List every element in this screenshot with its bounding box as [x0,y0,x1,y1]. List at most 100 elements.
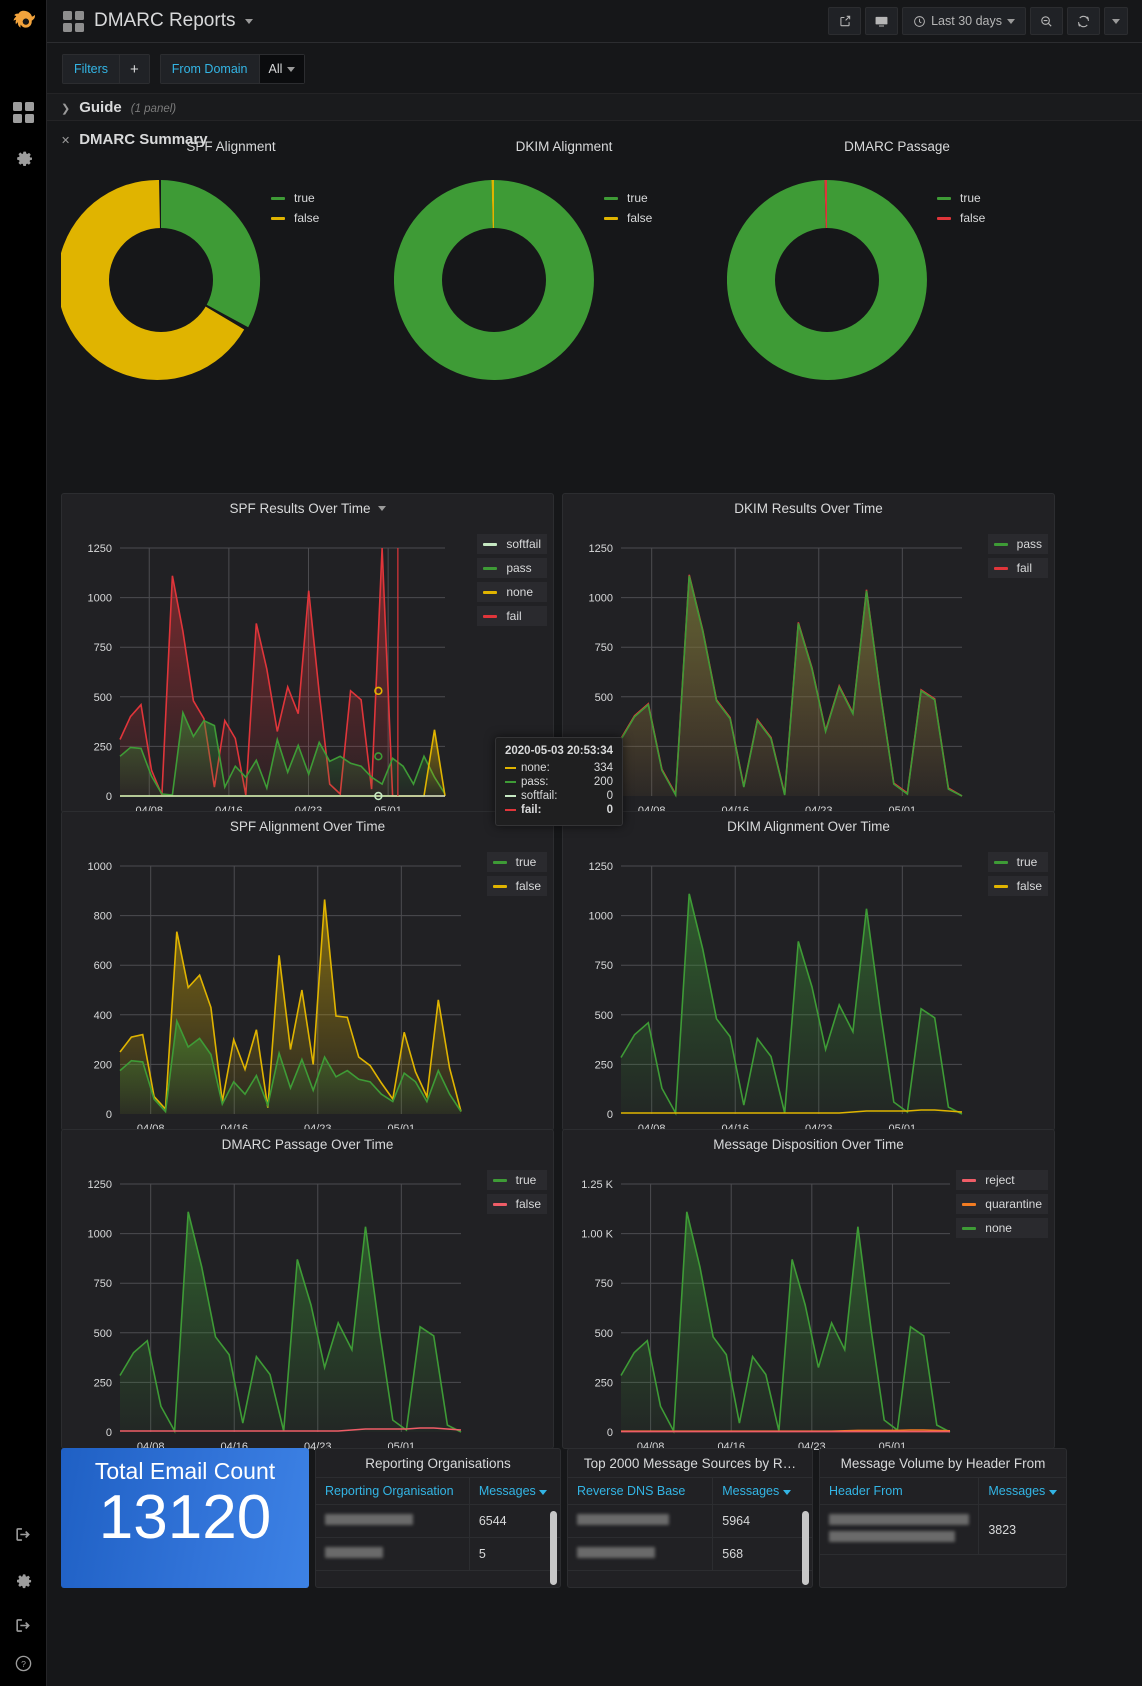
legend-item[interactable]: none [956,1218,1048,1238]
panel-title-text: DMARC Passage Over Time [221,1137,394,1152]
table-row[interactable]: 5 [316,1537,560,1571]
legend-label: pass [506,561,532,575]
column-header-messages[interactable]: Messages [978,1477,1066,1505]
signin-icon [16,1527,30,1541]
series-line-false [621,1109,963,1114]
legend-label: false [515,879,541,893]
chevron-down-icon [1112,18,1120,24]
from-domain-variable[interactable]: From Domain All [159,54,306,84]
table-row[interactable]: 568 [568,1537,812,1571]
grafana-logo-icon[interactable] [0,0,47,44]
y-axis-tick-label: 1.25 K [581,1179,613,1191]
refresh-button[interactable] [1067,7,1100,35]
legend-item[interactable]: true [598,188,658,208]
sidebar-item-signin[interactable] [0,1511,47,1557]
zoom-out-button[interactable] [1030,7,1063,35]
series-area-true [120,1021,461,1114]
legend-item[interactable]: true [931,188,991,208]
legend-item[interactable]: false [931,208,991,228]
y-axis-tick-label: 600 [94,960,112,972]
y-axis-tick-label: 250 [94,1377,112,1389]
panel-spf-alignment: SPF Alignment true false [61,139,401,399]
legend-item[interactable]: true [987,852,1048,872]
legend-item[interactable]: pass [987,534,1048,554]
series-area-pass [120,712,445,796]
legend-item[interactable]: none [477,582,547,602]
table-scrollbar[interactable] [802,1511,809,1585]
y-axis-tick-label: 200 [94,1059,112,1071]
legend-item[interactable]: pass [477,558,547,578]
legend-item[interactable]: quarantine [956,1194,1048,1214]
column-header-header-from[interactable]: Header From [820,1477,979,1505]
legend-item[interactable]: true [486,1170,547,1190]
filters-variable[interactable]: Filters + [62,54,150,84]
dkim-alignment-donut [394,179,594,380]
table-row[interactable]: 5964 [568,1504,812,1538]
panel-total-email-count[interactable]: Total Email Count 13120 [61,1448,309,1588]
panel-title: Reporting Organisations [365,1456,511,1471]
legend-item[interactable]: fail [477,606,547,626]
legend-item[interactable]: true [265,188,325,208]
tooltip-row: softfail: 0 [505,789,613,803]
legend: true false [486,852,547,900]
table-row[interactable]: 3823 [820,1504,1066,1555]
legend-item[interactable]: reject [956,1170,1048,1190]
from-domain-select[interactable]: All [258,54,306,84]
sidebar-item-help[interactable]: ? [0,1640,47,1686]
y-axis-tick-label: 250 [595,1377,613,1389]
legend-label: fail [506,609,522,623]
panel-dmarc-passage-over-time: DMARC Passage Over Time 0 250 500 750 1000 125… [61,1129,554,1453]
sidebar-item-dashboards[interactable] [0,89,47,135]
legend-item[interactable]: false [265,208,325,228]
legend: true false [486,1170,547,1218]
panel-title[interactable]: SPF Results Over Time [62,494,553,516]
sidebar-item-signin-2[interactable] [0,1602,47,1648]
legend-label: false [1016,879,1042,893]
dashboard-title-button[interactable]: DMARC Reports [47,10,254,32]
series-color-icon [505,794,516,797]
share-button[interactable] [828,7,862,35]
legend-item[interactable]: false [987,876,1048,896]
row-header-guide[interactable]: ❯ Guide (1 panel) [47,93,1142,121]
time-range-picker[interactable]: Last 30 days [902,7,1026,35]
legend-color-icon [483,614,498,618]
panel-title-text: Message Disposition Over Time [713,1137,904,1152]
y-axis-tick-label: 750 [94,1278,112,1290]
column-header-messages[interactable]: Messages [712,1477,812,1505]
dashboards-icon [13,101,34,123]
legend: pass fail [987,534,1048,582]
zoom-out-icon [1041,15,1052,27]
sidebar-item-configuration[interactable] [0,135,47,181]
column-header-messages[interactable]: Messages [468,1477,560,1505]
y-axis-tick-label: 250 [595,1059,613,1071]
legend-item[interactable]: false [486,876,547,896]
y-axis-tick-label: 750 [595,960,613,972]
series-line-pass [119,709,446,796]
legend-item[interactable]: false [598,208,658,228]
sidebar-item-settings-bottom[interactable] [0,1557,47,1603]
column-header-org[interactable]: Reporting Organisation [316,1477,470,1505]
y-axis-tick-label: 1000 [88,593,112,605]
table-scrollbar[interactable] [550,1511,557,1585]
legend-item[interactable]: softfail [477,534,547,554]
legend-label: false [515,1197,541,1211]
redacted-value [577,1547,655,1558]
column-header-reverse-dns[interactable]: Reverse DNS Base [568,1477,713,1505]
legend-label: pass [1016,537,1042,551]
legend-item[interactable]: true [486,852,547,872]
legend-item[interactable]: false [486,1194,547,1214]
table-row[interactable]: 6544 [316,1504,560,1538]
add-filter-button[interactable]: + [119,54,150,84]
legend-label: quarantine [985,1197,1042,1211]
tooltip-series-label: pass: [521,776,549,788]
row-header-dmarc-summary[interactable]: ✕ DMARC Summary [47,126,1142,154]
tv-mode-button[interactable] [865,7,899,35]
sort-desc-icon [782,1490,791,1495]
refresh-interval-dropdown[interactable] [1104,7,1128,35]
y-axis-tick-label: 500 [595,1010,613,1022]
legend-item[interactable]: fail [987,558,1048,578]
